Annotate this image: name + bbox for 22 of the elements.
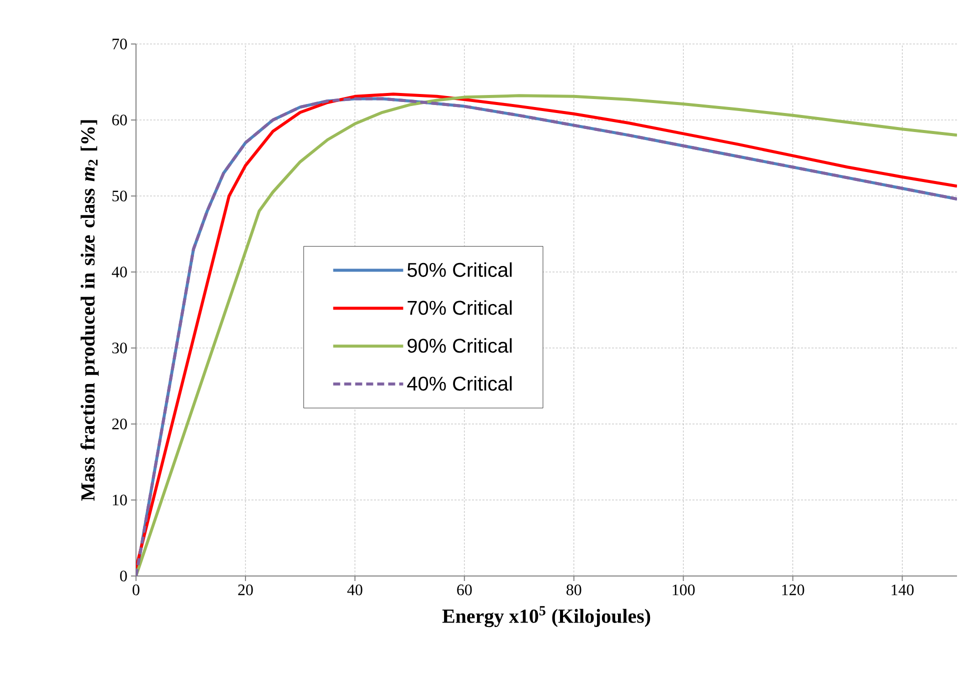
x-tick-label: 100 [672, 584, 695, 596]
y-tick-label: 70 [112, 38, 127, 50]
legend-label: 90% Critical [408, 338, 512, 353]
legend-label: 70% Critical [408, 300, 512, 315]
x-tick-label: 60 [457, 584, 472, 596]
x-tick-label: 80 [566, 584, 582, 596]
y-tick-label: 20 [112, 418, 127, 430]
y-tick-label: 60 [112, 114, 127, 126]
y-tick-label: 40 [112, 266, 127, 278]
x-axis-title: Energy x10$^{5}$ (Kilojoules) [442, 606, 650, 628]
y-tick-label: 0 [120, 570, 127, 582]
x-tick-label: 140 [892, 584, 914, 596]
y-tick-label: 10 [112, 494, 127, 506]
x-tick-label: 120 [782, 584, 804, 596]
x-tick-label: 20 [238, 584, 253, 596]
y-tick-label: 30 [112, 342, 127, 354]
legend-label: 50% Critical [407, 262, 512, 277]
y-axis-title: Mass fraction produced in size class m$_{2}$ [%] [80, 120, 99, 501]
legend-label: 40% Critical [407, 376, 512, 391]
y-tick-label: 50 [112, 190, 127, 202]
x-tick-label: 0 [132, 584, 140, 596]
x-tick-label: 40 [347, 584, 362, 596]
